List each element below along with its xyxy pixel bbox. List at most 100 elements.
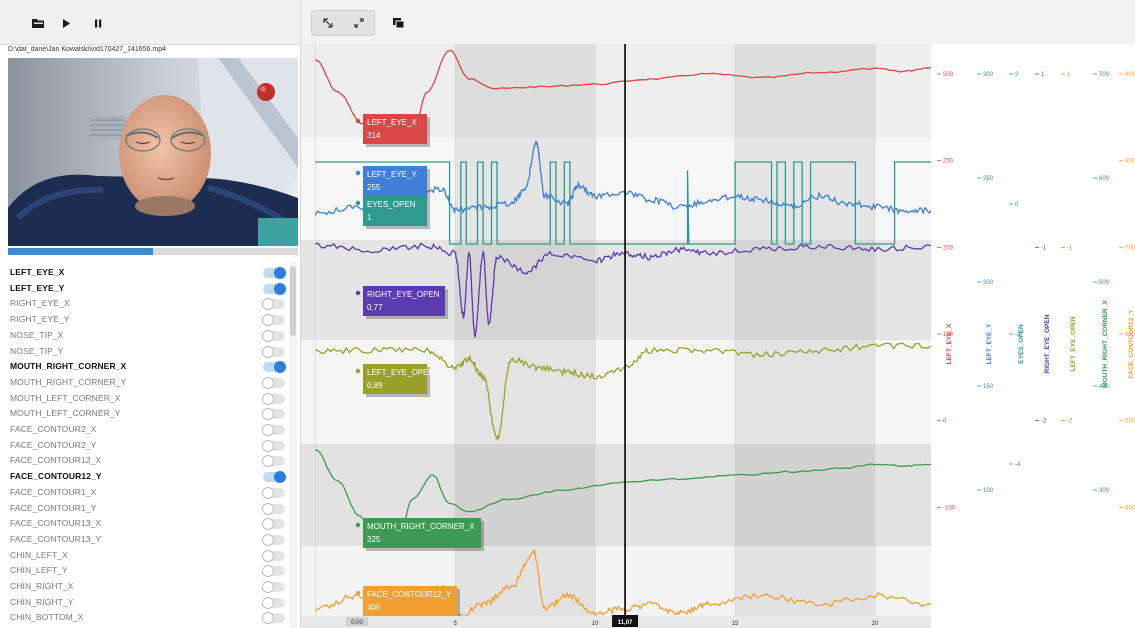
channel-row-face-contour1-y[interactable]: FACE_CONTOUR1_Y bbox=[0, 502, 300, 517]
value-label-value: 314 bbox=[367, 131, 381, 140]
channel-row-nose-tip-x[interactable]: NOSE_TIP_X bbox=[0, 329, 300, 344]
axis-tick-label: -1 bbox=[1041, 245, 1047, 251]
channel-row-mouth-right-corner-x[interactable]: MOUTH_RIGHT_CORNER_X bbox=[0, 360, 300, 375]
channel-toggle[interactable] bbox=[263, 409, 285, 419]
channel-row-mouth-left-corner-y[interactable]: MOUTH_LEFT_CORNER_Y bbox=[0, 407, 300, 422]
value-label-name: LEFT_EYE_OPEN bbox=[367, 368, 434, 377]
channel-toggle[interactable] bbox=[263, 535, 285, 545]
channel-toggle[interactable] bbox=[263, 378, 285, 388]
scrollbar-thumb[interactable] bbox=[290, 266, 296, 336]
toggle-knob bbox=[262, 612, 274, 624]
axis-title-left-eye-y: LEFT_EYE_Y bbox=[986, 323, 993, 364]
value-label-left-eye-x: LEFT_EYE_X 314 bbox=[356, 114, 430, 147]
value-label-value: 1 bbox=[367, 213, 372, 222]
channel-toggle[interactable] bbox=[263, 441, 285, 451]
channel-toggle[interactable] bbox=[263, 315, 285, 325]
folder-open-icon bbox=[32, 18, 45, 29]
value-label-mouth-right-corner-x: MOUTH_RIGHT_CORNER_X325 bbox=[356, 518, 484, 551]
axis-title-face-contour12-y: FACE_CONTOUR12_Y bbox=[1128, 309, 1135, 379]
select-mode-button[interactable] bbox=[312, 11, 343, 35]
channel-label: NOSE_TIP_X bbox=[10, 330, 63, 340]
channel-label: FACE_CONTOUR12_X bbox=[10, 455, 101, 465]
multi-channel-chart[interactable]: LEFT_EYE_X 314 LEFT_EYE_Y 255 EYES_OPEN 1 RIGH… bbox=[301, 44, 1135, 628]
channel-toggle[interactable] bbox=[263, 394, 285, 404]
channel-row-face-contour1-x[interactable]: FACE_CONTOUR1_X bbox=[0, 486, 300, 501]
channel-toggle[interactable] bbox=[263, 598, 285, 608]
channel-toggle[interactable] bbox=[263, 331, 285, 341]
channel-row-nose-tip-y[interactable]: NOSE_TIP_Y bbox=[0, 345, 300, 360]
channel-row-left-eye-y[interactable]: LEFT_EYE_Y bbox=[0, 282, 300, 297]
chart-toolbar bbox=[301, 0, 1135, 45]
channel-toggle[interactable] bbox=[263, 504, 285, 514]
axis-tick-label: 500 bbox=[943, 72, 954, 78]
channel-list-scrollbar[interactable] bbox=[289, 262, 297, 628]
value-label-value: 255 bbox=[367, 183, 381, 192]
video-frame bbox=[8, 58, 298, 246]
axis-tick-label: 200 bbox=[983, 280, 994, 286]
channel-row-face-contour13-y[interactable]: FACE_CONTOUR13_Y bbox=[0, 533, 300, 548]
toggle-knob bbox=[262, 550, 274, 562]
toggle-knob bbox=[262, 581, 274, 593]
channel-row-chin-right-y[interactable]: CHIN_RIGHT_Y bbox=[0, 596, 300, 611]
video-seek-bar[interactable] bbox=[8, 248, 298, 255]
channel-label: RIGHT_EYE_Y bbox=[10, 314, 70, 324]
channel-toggle[interactable] bbox=[263, 299, 285, 309]
zoom-mode-button[interactable] bbox=[343, 11, 374, 35]
channel-label: CHIN_RIGHT_X bbox=[10, 581, 74, 591]
value-label-left-eye-y: LEFT_EYE_Y 255 bbox=[356, 166, 430, 199]
channel-row-right-eye-y[interactable]: RIGHT_EYE_Y bbox=[0, 313, 300, 328]
toggle-knob bbox=[262, 440, 274, 452]
channel-row-chin-bottom-x[interactable]: CHIN_BOTTOM_X bbox=[0, 611, 300, 626]
value-marker bbox=[356, 291, 360, 295]
play-button[interactable] bbox=[55, 12, 77, 34]
channel-label: MOUTH_RIGHT_CORNER_X bbox=[10, 361, 126, 371]
value-label-value: 0,77 bbox=[367, 303, 383, 312]
toggle-knob bbox=[262, 346, 274, 358]
channel-row-chin-right-x[interactable]: CHIN_RIGHT_X bbox=[0, 580, 300, 595]
channel-row-chin-left-y[interactable]: CHIN_LEFT_Y bbox=[0, 564, 300, 579]
value-label-right-eye-open: RIGHT_EYE_OPEN 0,77 bbox=[356, 286, 448, 319]
channel-row-right-eye-x[interactable]: RIGHT_EYE_X bbox=[0, 297, 300, 312]
channel-row-face-contour12-y[interactable]: FACE_CONTOUR12_Y bbox=[0, 470, 300, 485]
axis-tick-label: 700 bbox=[1099, 72, 1110, 78]
axis-tick-label: 250 bbox=[943, 159, 954, 165]
channel-label: NOSE_TIP_Y bbox=[10, 346, 63, 356]
channel-toggle[interactable] bbox=[263, 582, 285, 592]
pause-button[interactable] bbox=[87, 12, 109, 34]
open-file-button[interactable] bbox=[27, 12, 49, 34]
value-label-value: 405 bbox=[367, 603, 381, 612]
channel-row-mouth-right-corner-y[interactable]: MOUTH_RIGHT_CORNER_Y bbox=[0, 376, 300, 391]
channel-toggle[interactable] bbox=[263, 362, 285, 372]
value-label-name: RIGHT_EYE_OPEN bbox=[367, 290, 440, 299]
channel-row-face-contour2-y[interactable]: FACE_CONTOUR2_Y bbox=[0, 439, 300, 454]
axis-tick-label: -1 bbox=[1067, 245, 1073, 251]
channel-toggle[interactable] bbox=[263, 566, 285, 576]
axis-tick-label: 900 bbox=[1125, 72, 1135, 78]
value-label-value: 0,89 bbox=[367, 381, 383, 390]
channel-toggle[interactable] bbox=[263, 551, 285, 561]
channel-toggle[interactable] bbox=[263, 613, 285, 623]
channel-row-chin-left-x[interactable]: CHIN_LEFT_X bbox=[0, 549, 300, 564]
channel-row-mouth-left-corner-x[interactable]: MOUTH_LEFT_CORNER_X bbox=[0, 392, 300, 407]
channel-row-left-eye-x[interactable]: LEFT_EYE_X bbox=[0, 266, 300, 281]
channel-toggle[interactable] bbox=[263, 488, 285, 498]
channel-label: FACE_CONTOUR12_Y bbox=[10, 471, 102, 481]
channel-toggle[interactable] bbox=[263, 425, 285, 435]
channel-row-face-contour2-x[interactable]: FACE_CONTOUR2_X bbox=[0, 423, 300, 438]
axis-title-right-eye-open: RIGHT_EYE_OPEN bbox=[1044, 314, 1051, 373]
channel-label: LEFT_EYE_X bbox=[10, 267, 64, 277]
channel-toggle[interactable] bbox=[263, 456, 285, 466]
channel-row-face-contour13-x[interactable]: FACE_CONTOUR13_X bbox=[0, 517, 300, 532]
channel-toggle[interactable] bbox=[263, 284, 285, 294]
channel-label: FACE_CONTOUR2_Y bbox=[10, 440, 96, 450]
play-icon bbox=[61, 18, 71, 29]
toggle-knob bbox=[262, 298, 274, 310]
value-marker bbox=[356, 201, 360, 205]
screenshot-button[interactable] bbox=[387, 12, 409, 34]
channel-toggle[interactable] bbox=[263, 472, 285, 482]
channel-toggle[interactable] bbox=[263, 268, 285, 278]
channel-toggle[interactable] bbox=[263, 347, 285, 357]
channel-toggle[interactable] bbox=[263, 519, 285, 529]
video-file-path: D:\dat_dane\Jan Kowalski\vid170427_14165… bbox=[8, 46, 298, 58]
channel-row-face-contour12-x[interactable]: FACE_CONTOUR12_X bbox=[0, 454, 300, 469]
